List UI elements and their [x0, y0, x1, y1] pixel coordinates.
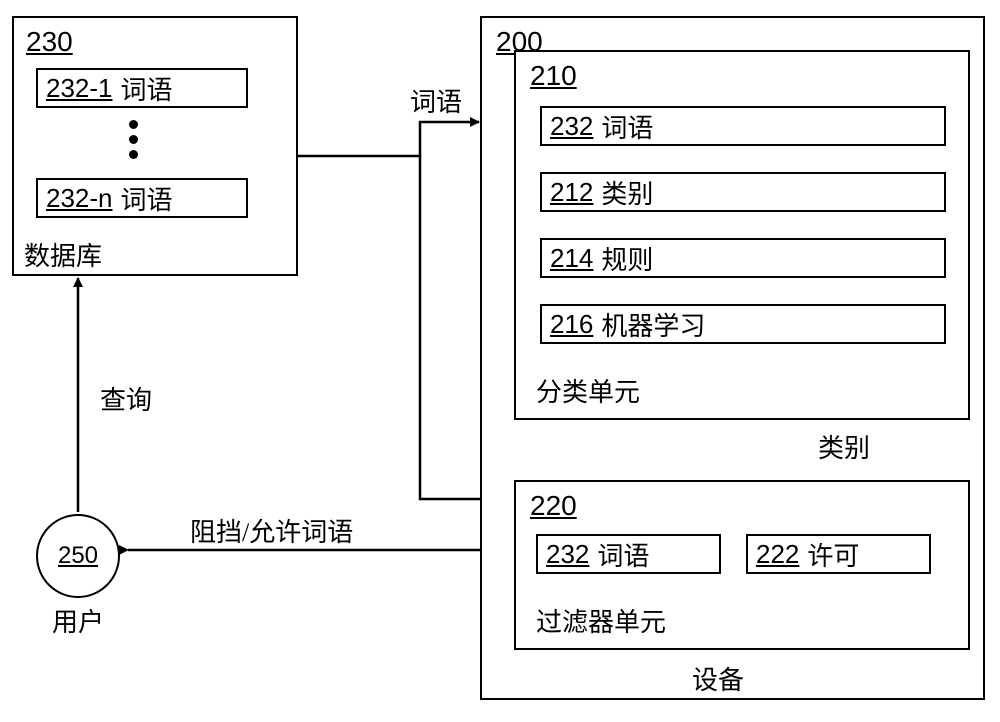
database-ref: 230 [26, 26, 73, 58]
label-db-to-classifier: 词语 [410, 82, 462, 119]
user-circle: 250 [36, 514, 120, 598]
database-box: 230 232-1 词语 232-n 词语 数据库 [12, 16, 298, 276]
filter-cell-1: 222 许可 [746, 534, 931, 574]
device-box: 200 210 232 词语 212 类别 214 规则 216 机器学习 [480, 16, 985, 700]
diagram-canvas: 230 232-1 词语 232-n 词语 数据库 200 210 232 词语 [0, 0, 1000, 722]
classifier-caption: 分类单元 [536, 372, 640, 409]
database-caption: 数据库 [24, 236, 102, 273]
classifier-ref: 210 [530, 60, 577, 92]
user-ref: 250 [58, 542, 98, 570]
label-classifier-to-filter: 类别 [818, 428, 870, 465]
db-item-n: 232-n 词语 [36, 178, 248, 218]
edge-db-to-classifier [298, 122, 479, 156]
filter-cell-0: 232 词语 [536, 534, 721, 574]
filter-ref: 220 [530, 490, 577, 522]
label-user-to-db: 查询 [100, 380, 152, 417]
device-caption: 设备 [692, 660, 744, 697]
label-filter-to-user: 阻挡/允许词语 [190, 512, 353, 549]
user-caption: 用户 [52, 602, 104, 639]
classifier-box: 210 232 词语 212 类别 214 规则 216 机器学习 分类单元 [514, 50, 970, 420]
filter-box: 220 232 词语 222 许可 过滤器单元 [514, 480, 970, 650]
classifier-row-0: 232 词语 [540, 106, 946, 146]
classifier-row-2: 214 规则 [540, 238, 946, 278]
classifier-row-3: 216 机器学习 [540, 304, 946, 344]
db-item-1: 232-1 词语 [36, 68, 248, 108]
filter-caption: 过滤器单元 [536, 602, 666, 639]
db-ellipsis [129, 120, 138, 159]
classifier-row-1: 212 类别 [540, 172, 946, 212]
